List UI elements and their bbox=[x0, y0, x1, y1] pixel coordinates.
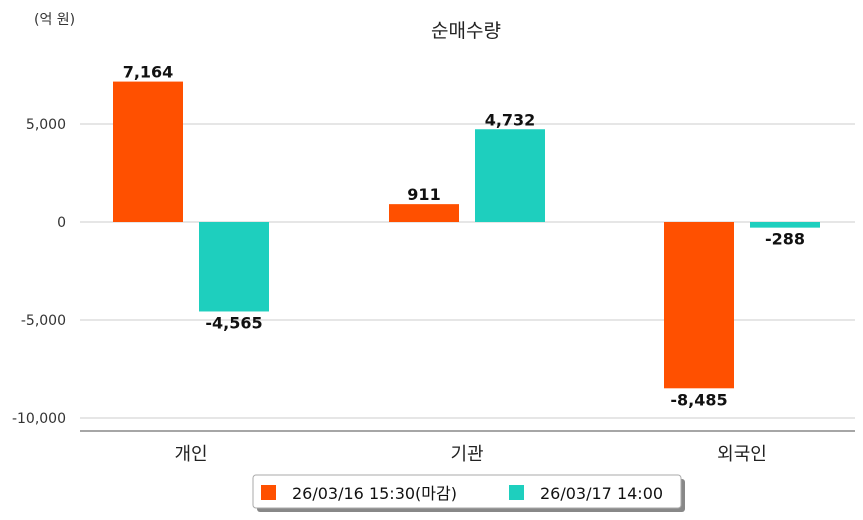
legend-label-series-1: 26/03/16 15:30(마감) bbox=[292, 484, 457, 503]
bar bbox=[199, 222, 269, 312]
y-tick-label: 5,000 bbox=[26, 117, 66, 133]
x-tick-label: 외국인 bbox=[717, 444, 767, 465]
bar bbox=[113, 81, 183, 222]
chart-title: 순매수량 bbox=[431, 20, 501, 42]
bar bbox=[664, 222, 734, 389]
legend-swatch-series-2 bbox=[509, 485, 524, 500]
x-tick-label: 개인 bbox=[174, 444, 207, 465]
x-axis-ticks: 개인 기관 외국인 bbox=[174, 444, 766, 465]
legend-box bbox=[252, 474, 682, 509]
y-axis-ticks: 5,000 0 -5,000 -10,000 bbox=[12, 117, 66, 427]
data-label: 911 bbox=[407, 185, 440, 204]
unit-label: (억 원) bbox=[34, 12, 75, 28]
data-label: 7,164 bbox=[123, 63, 174, 82]
gridlines bbox=[80, 123, 855, 419]
y-tick-label: 0 bbox=[57, 215, 66, 231]
y-tick-label: -10,000 bbox=[12, 411, 66, 427]
data-label: -288 bbox=[765, 230, 805, 249]
bars bbox=[113, 81, 820, 389]
bar bbox=[389, 204, 459, 222]
x-tick-label: 기관 bbox=[450, 444, 483, 465]
legend: 26/03/16 15:30(마감) 26/03/17 14:00 bbox=[252, 474, 685, 512]
legend-label-series-2: 26/03/17 14:00 bbox=[540, 484, 663, 503]
data-labels: 7,164 911 -8,485 -4,565 4,732 -288 bbox=[123, 63, 805, 410]
data-label: -8,485 bbox=[670, 390, 727, 409]
legend-swatch-series-1 bbox=[261, 485, 276, 500]
y-tick-label: -5,000 bbox=[21, 313, 66, 329]
data-label: -4,565 bbox=[205, 313, 262, 332]
data-label: 4,732 bbox=[485, 110, 536, 129]
bar bbox=[475, 129, 545, 222]
bar bbox=[750, 222, 820, 228]
